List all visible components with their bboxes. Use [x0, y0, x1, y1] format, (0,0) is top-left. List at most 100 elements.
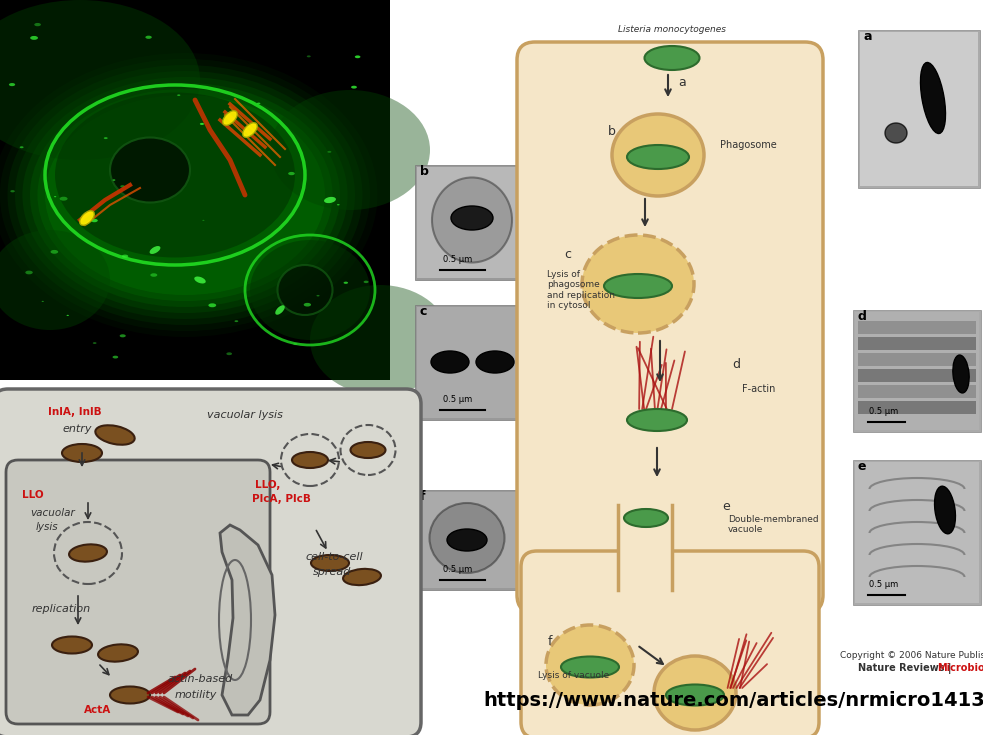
Bar: [858, 337, 976, 350]
Bar: [858, 385, 976, 398]
Ellipse shape: [80, 211, 94, 226]
Ellipse shape: [67, 315, 69, 316]
Text: LLO,: LLO,: [255, 480, 280, 490]
Bar: [858, 401, 976, 414]
Ellipse shape: [561, 656, 619, 678]
Text: Copyright © 2006 Nature Publishing Group: Copyright © 2006 Nature Publishing Group: [840, 650, 983, 659]
Text: c: c: [564, 248, 571, 261]
Ellipse shape: [54, 196, 56, 197]
Ellipse shape: [34, 23, 41, 26]
Ellipse shape: [351, 442, 385, 458]
Bar: [853, 310, 981, 432]
Text: vacuolar: vacuolar: [30, 508, 75, 518]
Ellipse shape: [270, 90, 430, 210]
Text: e: e: [722, 500, 729, 513]
Ellipse shape: [98, 645, 138, 662]
Ellipse shape: [355, 55, 361, 58]
Ellipse shape: [145, 36, 151, 39]
Ellipse shape: [257, 103, 260, 104]
Ellipse shape: [292, 452, 328, 468]
Text: Phagosome: Phagosome: [720, 140, 777, 150]
Bar: [0, 0, 390, 380]
Text: LLO: LLO: [22, 490, 43, 500]
Text: f: f: [420, 490, 426, 503]
Text: d: d: [858, 310, 867, 323]
Ellipse shape: [243, 123, 258, 137]
Ellipse shape: [231, 122, 234, 123]
Ellipse shape: [645, 46, 700, 70]
Text: Listeria monocytogenes: Listeria monocytogenes: [618, 25, 726, 34]
Text: 0.5 μm: 0.5 μm: [443, 395, 472, 404]
Ellipse shape: [0, 230, 110, 330]
Text: c: c: [420, 305, 428, 318]
Ellipse shape: [110, 686, 150, 703]
Ellipse shape: [310, 285, 450, 395]
Ellipse shape: [50, 250, 58, 254]
Ellipse shape: [432, 177, 512, 262]
Text: 0.5 μm: 0.5 μm: [869, 580, 898, 589]
Bar: [858, 30, 980, 188]
Ellipse shape: [430, 503, 504, 573]
FancyBboxPatch shape: [6, 460, 270, 724]
Ellipse shape: [0, 0, 200, 160]
Ellipse shape: [288, 172, 295, 175]
Text: spread: spread: [313, 567, 351, 577]
Text: 0.5 μm: 0.5 μm: [443, 255, 472, 264]
Bar: [853, 460, 981, 605]
Ellipse shape: [476, 351, 514, 373]
Ellipse shape: [110, 137, 190, 203]
Text: a: a: [678, 76, 686, 89]
FancyBboxPatch shape: [517, 42, 823, 613]
FancyBboxPatch shape: [0, 389, 421, 735]
Ellipse shape: [120, 334, 126, 337]
Text: motility: motility: [175, 690, 217, 700]
Ellipse shape: [226, 352, 232, 355]
Ellipse shape: [344, 282, 348, 284]
Polygon shape: [220, 525, 275, 715]
Ellipse shape: [30, 83, 340, 307]
Ellipse shape: [149, 246, 160, 254]
Ellipse shape: [9, 83, 15, 86]
Ellipse shape: [10, 190, 15, 193]
Ellipse shape: [293, 343, 298, 345]
Text: Nature Reviews |: Nature Reviews |: [858, 662, 954, 673]
Ellipse shape: [277, 265, 332, 315]
Ellipse shape: [935, 486, 955, 534]
Text: vacuolar lysis: vacuolar lysis: [207, 410, 283, 420]
Text: F-actin: F-actin: [742, 384, 776, 394]
Text: b: b: [608, 125, 616, 138]
Bar: [417, 167, 528, 278]
Ellipse shape: [953, 355, 969, 393]
Ellipse shape: [654, 656, 736, 730]
Bar: [860, 32, 978, 186]
Text: b: b: [420, 165, 429, 178]
Text: actin-based: actin-based: [168, 674, 233, 684]
Text: https://www.nature.com/articles/nrmicro1413/figures/1: https://www.nature.com/articles/nrmicro1…: [483, 690, 983, 709]
Text: d: d: [732, 358, 740, 371]
Text: f: f: [548, 635, 552, 648]
Ellipse shape: [327, 151, 331, 153]
Ellipse shape: [627, 145, 689, 169]
Ellipse shape: [112, 179, 115, 181]
FancyBboxPatch shape: [521, 551, 819, 735]
Ellipse shape: [120, 185, 125, 187]
Bar: [415, 305, 530, 420]
Ellipse shape: [317, 295, 319, 296]
Ellipse shape: [223, 111, 237, 125]
Bar: [415, 490, 520, 590]
Ellipse shape: [113, 356, 118, 359]
Ellipse shape: [604, 274, 672, 298]
Ellipse shape: [431, 351, 469, 373]
Ellipse shape: [364, 281, 369, 283]
Bar: [855, 462, 979, 603]
Text: Lysis of vacuole: Lysis of vacuole: [538, 671, 609, 680]
Bar: [858, 369, 976, 382]
Text: cell-to-cell: cell-to-cell: [305, 552, 363, 562]
Ellipse shape: [69, 545, 107, 562]
Ellipse shape: [666, 684, 724, 706]
Ellipse shape: [15, 71, 355, 319]
Ellipse shape: [55, 93, 295, 257]
Ellipse shape: [45, 95, 325, 295]
Bar: [618, 500, 672, 590]
Ellipse shape: [311, 555, 349, 571]
